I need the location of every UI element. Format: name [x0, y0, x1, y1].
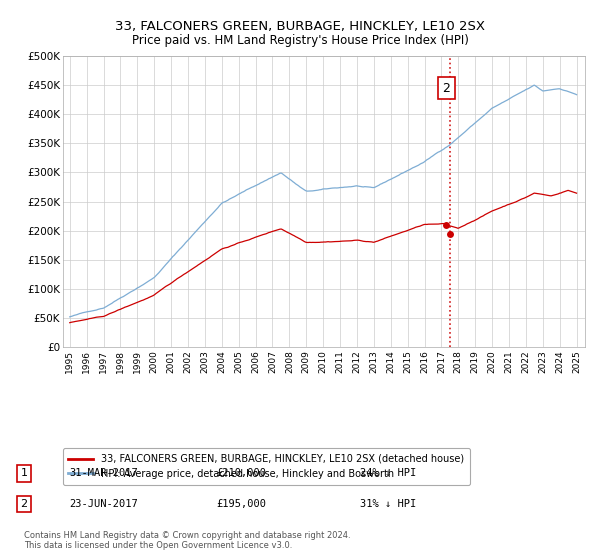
Text: 23-JUN-2017: 23-JUN-2017 — [69, 499, 138, 509]
Text: £195,000: £195,000 — [216, 499, 266, 509]
Text: 31% ↓ HPI: 31% ↓ HPI — [360, 499, 416, 509]
Legend: 33, FALCONERS GREEN, BURBAGE, HINCKLEY, LE10 2SX (detached house), HPI: Average : 33, FALCONERS GREEN, BURBAGE, HINCKLEY, … — [62, 448, 470, 485]
Text: 1: 1 — [20, 468, 28, 478]
Text: 2: 2 — [443, 82, 451, 95]
Text: £210,000: £210,000 — [216, 468, 266, 478]
Text: 24% ↓ HPI: 24% ↓ HPI — [360, 468, 416, 478]
Text: Price paid vs. HM Land Registry's House Price Index (HPI): Price paid vs. HM Land Registry's House … — [131, 34, 469, 46]
Text: 33, FALCONERS GREEN, BURBAGE, HINCKLEY, LE10 2SX: 33, FALCONERS GREEN, BURBAGE, HINCKLEY, … — [115, 20, 485, 32]
Text: Contains HM Land Registry data © Crown copyright and database right 2024.
This d: Contains HM Land Registry data © Crown c… — [24, 530, 350, 550]
Text: 2: 2 — [20, 499, 28, 509]
Text: 31-MAR-2017: 31-MAR-2017 — [69, 468, 138, 478]
